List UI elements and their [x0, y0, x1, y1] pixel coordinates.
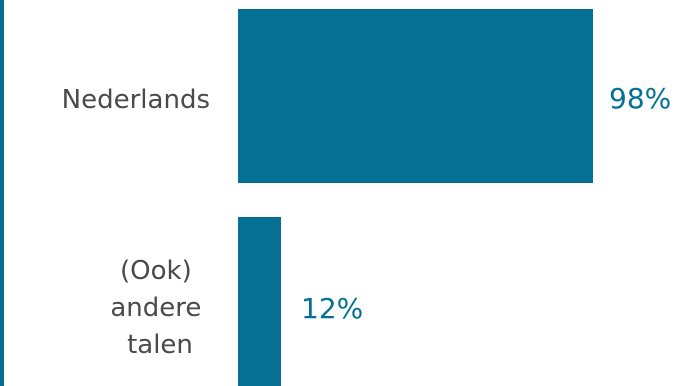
bar-andere-talen: [238, 217, 281, 386]
value-label-nederlands: 98%: [609, 82, 671, 115]
category-label-line: talen: [127, 330, 193, 360]
value-label-andere-talen: 12%: [301, 292, 363, 325]
category-label-line: (Ook): [120, 256, 192, 286]
category-label-line: andere: [110, 293, 201, 323]
category-label-nederlands: Nederlands: [62, 85, 210, 115]
bar-nederlands: [238, 9, 593, 183]
category-label-line: Nederlands: [62, 85, 210, 115]
bar-group-nederlands: Nederlands 98%: [62, 9, 671, 183]
category-label-andere-talen: (Ook) andere talen: [110, 256, 209, 360]
bar-group-andere-talen: (Ook) andere talen 12%: [110, 217, 363, 386]
left-edge-rule: [0, 0, 4, 386]
